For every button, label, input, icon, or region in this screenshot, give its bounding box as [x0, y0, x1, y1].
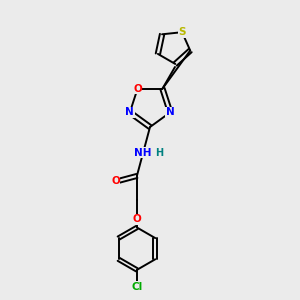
- Text: H: H: [155, 148, 164, 158]
- Text: O: O: [111, 176, 120, 186]
- Text: S: S: [178, 27, 186, 37]
- Text: O: O: [133, 214, 141, 224]
- Text: N: N: [166, 107, 175, 117]
- Text: NH: NH: [134, 148, 152, 158]
- Text: N: N: [125, 107, 134, 117]
- Text: O: O: [133, 84, 142, 94]
- Text: Cl: Cl: [131, 282, 142, 292]
